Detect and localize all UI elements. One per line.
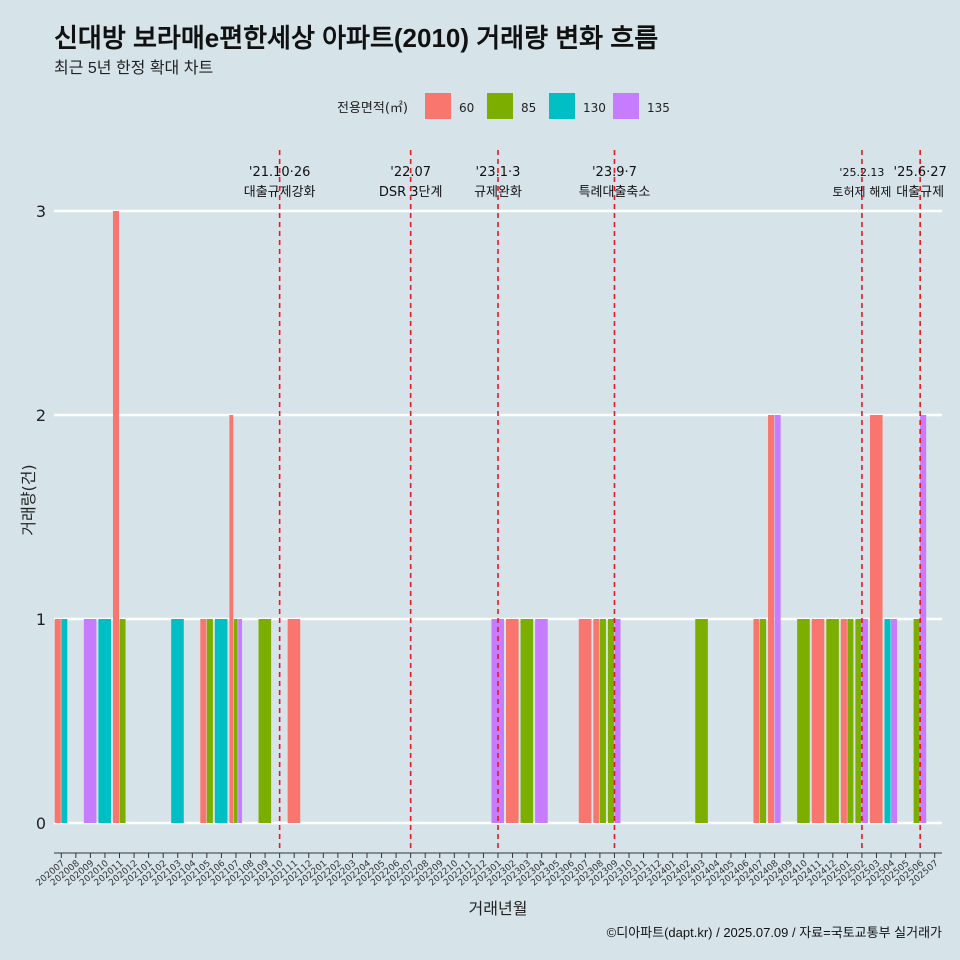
legend-label: 85	[521, 101, 536, 115]
bar-202407-60	[753, 619, 760, 823]
bar-202010-130	[98, 619, 112, 823]
bar-202111-60	[287, 619, 301, 823]
bar-202408-135	[774, 415, 781, 823]
bar-202407-85	[760, 619, 767, 823]
bar-202506-85	[913, 619, 920, 823]
legend-swatch-130	[549, 93, 575, 119]
event-label: 대출규제	[896, 185, 944, 200]
event-label: 대출규제강화	[244, 185, 316, 200]
bar-202403-85	[695, 619, 708, 823]
bar-202007-130	[61, 619, 68, 823]
bar-202408-60	[768, 415, 775, 823]
legend-swatch-85	[487, 93, 513, 119]
legend-swatch-60	[425, 93, 451, 119]
legend-label: 130	[583, 101, 606, 115]
event-label: 규제완화	[474, 185, 522, 200]
event-date-label: '23.1·3	[476, 165, 521, 180]
legend-swatch-135	[613, 93, 639, 119]
event-label: 특례대출축소	[579, 185, 651, 200]
x-axis-title: 거래년월	[469, 899, 528, 918]
legend-title: 전용면적(㎡)	[337, 101, 408, 116]
bar-202106-130	[214, 619, 228, 823]
bar-202410-85	[797, 619, 810, 823]
y-tick-label: 1	[36, 610, 46, 629]
bar-202107-60	[229, 415, 234, 823]
bar-202506-135	[920, 415, 927, 823]
bar-202501-85	[847, 619, 854, 823]
bar-202011-85	[119, 619, 126, 823]
event-date-label: '25.2.13	[839, 166, 884, 179]
bar-202011-60	[112, 211, 120, 823]
bar-202502-135	[861, 619, 868, 823]
event-date-label: '22.07	[390, 165, 431, 180]
chart-title: 신대방 보라매e편한세상 아파트(2010) 거래량 변화 흐름	[54, 23, 659, 53]
bar-202308-85	[599, 619, 606, 823]
bar-202307-60	[578, 619, 592, 823]
bar-202501-60	[840, 619, 847, 823]
event-label: DSR 3단계	[379, 185, 443, 200]
event-date-label: '23.9·7	[592, 165, 637, 180]
bar-202009-135	[83, 619, 97, 823]
bar-202302-60	[506, 619, 519, 823]
bar-202109-85	[258, 619, 272, 823]
bar-202105-85	[206, 619, 213, 823]
bar-202504-135	[891, 619, 898, 823]
bar-202308-60	[593, 619, 600, 823]
bar-202105-60	[200, 619, 207, 823]
bar-202309-135	[614, 619, 621, 823]
event-date-label: '25.6·27	[894, 165, 947, 180]
y-tick-label: 2	[36, 406, 46, 425]
bar-202107-85	[233, 619, 238, 823]
y-axis-title: 거래량(건)	[19, 464, 38, 535]
bar-202303-85	[520, 619, 534, 823]
source-caption: ©디아파트(dapt.kr) / 2025.07.09 / 자료=국토교통부 실…	[606, 925, 942, 940]
chart-subtitle: 최근 5년 한정 확대 차트	[54, 60, 214, 77]
y-tick-label: 0	[36, 814, 46, 833]
bar-202502-85	[855, 619, 862, 823]
y-tick-label: 3	[36, 202, 46, 221]
bar-202309-85	[607, 619, 614, 823]
event-date-label: '21.10·26	[249, 165, 310, 180]
bar-202412-85	[826, 619, 839, 823]
bar-202503-60	[869, 415, 883, 823]
bar-202007-60	[54, 619, 61, 823]
legend-label: 135	[647, 101, 670, 115]
bar-202504-130	[884, 619, 891, 823]
bar-202103-130	[171, 619, 184, 823]
event-label: 토허제 해제	[832, 185, 891, 199]
legend-label: 60	[459, 101, 474, 115]
bar-202304-135	[535, 619, 548, 823]
bar-202411-60	[811, 619, 825, 823]
bar-202107-135	[238, 619, 243, 823]
